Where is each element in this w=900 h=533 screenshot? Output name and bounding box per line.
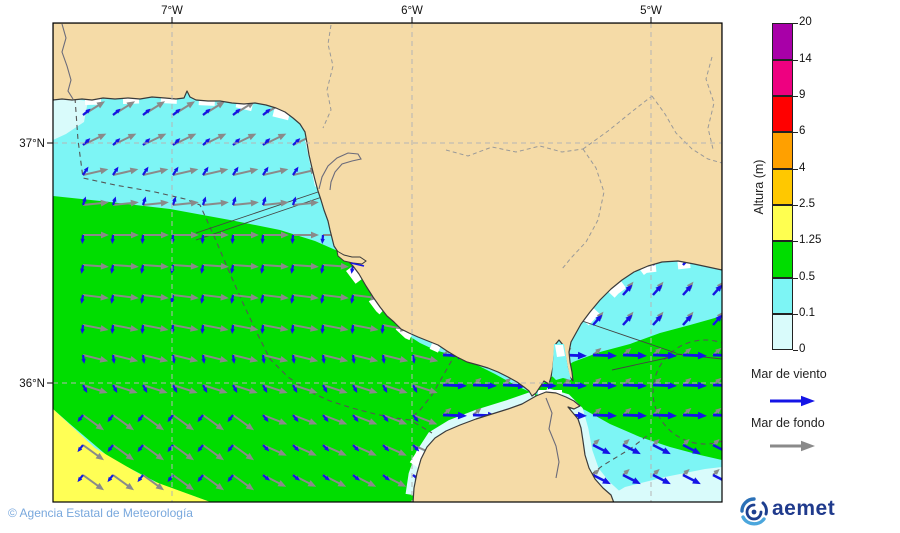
guadiana-river — [61, 23, 74, 100]
colorbar-segment — [772, 23, 793, 60]
colorbar-segment — [772, 205, 793, 241]
aemet-logo-text: aemet — [772, 497, 836, 520]
copyright-text: © Agencia Estatal de Meteorología — [8, 506, 193, 520]
map-frame — [52, 22, 723, 503]
inland-boundaries — [322, 24, 722, 270]
sea-pale-bottom-right — [599, 467, 722, 502]
cadiz-bay-channel — [350, 262, 365, 267]
guadalquivir-river — [318, 152, 362, 191]
colorbar-tick-label: 14 — [799, 53, 812, 65]
ytick-label: 37°N — [19, 138, 45, 150]
colorbar-segment — [772, 278, 793, 314]
rivers — [61, 23, 560, 479]
colorbar-segment — [772, 60, 793, 96]
axis-labels-layer: 7°W 6°W 5°W 37°N 36°N — [19, 5, 662, 390]
colorbar-tick-label: 0.1 — [799, 307, 815, 319]
graticule — [53, 23, 722, 502]
colorbar-segment — [772, 241, 793, 278]
colorbar-tick-label: 2.5 — [799, 198, 815, 210]
colorbar-segment — [772, 169, 793, 205]
ytick-label: 36°N — [19, 378, 45, 390]
legend-wind-sea-label: Mar de viento — [751, 367, 827, 381]
colorbar-tick-label: 4 — [799, 162, 806, 174]
legend-swell-arrow — [770, 440, 815, 452]
xtick-label: 6°W — [401, 5, 423, 17]
colorbar-segment — [772, 314, 793, 350]
colorbar-tick-label: 6 — [799, 125, 806, 137]
algeciras-bay-white — [555, 345, 565, 357]
legend-swell-label: Mar de fondo — [751, 416, 825, 430]
land-africa — [412, 391, 615, 502]
land-iberia — [53, 23, 722, 397]
aemet-logo-icon — [740, 497, 768, 526]
colorbar-tick-label: 0.5 — [799, 271, 815, 283]
sea-green-alboran — [535, 316, 722, 460]
sea-yellow-corner — [53, 409, 211, 502]
colorbar-segment — [772, 132, 793, 169]
xtick-label: 5°W — [640, 5, 662, 17]
colorbar-title: Altura (m) — [752, 159, 766, 215]
colorbar-tick-label: 20 — [799, 16, 812, 28]
shallow-white-patches — [84, 92, 691, 468]
colorbar-tick-label: 0 — [799, 343, 806, 355]
sea-green-gulf — [53, 196, 548, 502]
map-canvas — [53, 23, 722, 502]
sea-pale-west — [53, 97, 88, 140]
colorbar-tick-label: 1.25 — [799, 234, 822, 246]
morocco-river — [545, 397, 560, 479]
legend-wind-sea-arrow — [770, 395, 815, 407]
colorbar-segment — [772, 96, 793, 132]
xtick-label: 7°W — [161, 5, 183, 17]
cadiz-spit — [336, 250, 367, 265]
colorbar-tick-label: 9 — [799, 89, 806, 101]
